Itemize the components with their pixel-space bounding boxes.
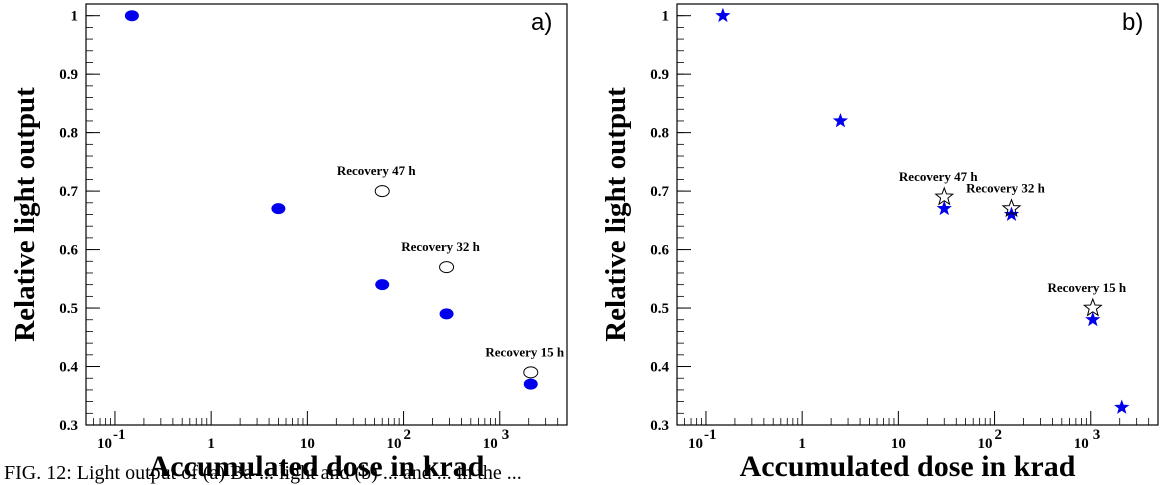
x-tick-label: 1 (207, 436, 215, 452)
y-tick-label: 0.8 (650, 126, 669, 142)
recovery-annotation: Recovery 15 h (485, 344, 564, 359)
data-point-recovery (934, 186, 955, 206)
recovery-annotation: Recovery 32 h (401, 239, 480, 254)
x-tick-exponent: -1 (704, 427, 717, 443)
x-axis-title: Accumulated dose in krad (149, 450, 485, 483)
recovery-annotation: Recovery 47 h (899, 169, 978, 184)
data-point-recovery (1001, 198, 1022, 218)
panel-label: a) (531, 9, 552, 36)
data-point-filled (523, 378, 538, 390)
y-tick-label: 0.3 (650, 418, 669, 434)
x-tick-label: 10 (688, 436, 703, 452)
x-tick-label: 10 (483, 436, 498, 452)
y-tick-label: 0.5 (59, 301, 78, 317)
y-axis-title: Relative light output (600, 87, 632, 342)
y-tick-label: 0.9 (650, 67, 669, 83)
data-point-filled (1003, 206, 1020, 221)
y-tick-label: 0.5 (650, 301, 669, 317)
recovery-annotation: Recovery 15 h (1047, 280, 1126, 295)
x-tick-label: 10 (300, 436, 315, 452)
x-tick-exponent: 2 (995, 427, 1003, 443)
figure-caption: FIG. 12: Light output of (a) Ba-... ligh… (4, 462, 522, 484)
recovery-annotation: Recovery 47 h (337, 163, 416, 178)
x-tick-label: 10 (387, 436, 402, 452)
y-tick-label: 0.9 (59, 67, 78, 83)
y-tick-label: 1 (71, 9, 79, 25)
y-tick-label: 0.4 (59, 360, 78, 376)
x-tick-exponent: 3 (1093, 427, 1101, 443)
data-point-filled (375, 279, 390, 291)
data-point-recovery (374, 185, 390, 198)
data-point-filled (715, 7, 731, 23)
data-point-recovery (523, 366, 539, 379)
data-point-filled (936, 200, 952, 216)
data-point-recovery (1082, 297, 1103, 317)
data-point-filled (271, 203, 286, 215)
x-tick-label: 10 (978, 436, 993, 452)
data-point-filled (439, 308, 454, 320)
y-axis-title: Relative light output (9, 87, 41, 342)
y-tick-label: 0.8 (59, 126, 78, 142)
y-tick-label: 1 (662, 9, 670, 25)
x-tick-exponent: -1 (113, 427, 126, 443)
x-tick-label: 10 (891, 436, 906, 452)
data-point-recovery (439, 261, 455, 274)
plot-frame (676, 3, 1159, 426)
data-point-filled (832, 112, 849, 128)
data-point-filled (1114, 399, 1130, 414)
x-tick-exponent: 2 (404, 427, 412, 443)
recovery-annotation: Recovery 32 h (966, 181, 1045, 196)
y-tick-label: 0.6 (59, 243, 78, 259)
data-point-filled (124, 10, 139, 22)
data-point-filled (1085, 311, 1101, 327)
x-axis-title: Accumulated dose in krad (740, 450, 1076, 483)
y-tick-label: 0.3 (59, 418, 78, 434)
x-tick-label: 10 (1074, 436, 1089, 452)
x-tick-exponent: 3 (502, 427, 510, 443)
y-tick-label: 0.4 (650, 360, 669, 376)
y-tick-label: 0.7 (59, 184, 78, 200)
plot-frame (85, 3, 568, 426)
y-tick-label: 0.7 (650, 184, 669, 200)
x-tick-label: 1 (798, 436, 806, 452)
y-tick-label: 0.6 (650, 243, 669, 259)
panel-label: b) (1122, 9, 1143, 36)
x-tick-label: 10 (97, 436, 112, 452)
